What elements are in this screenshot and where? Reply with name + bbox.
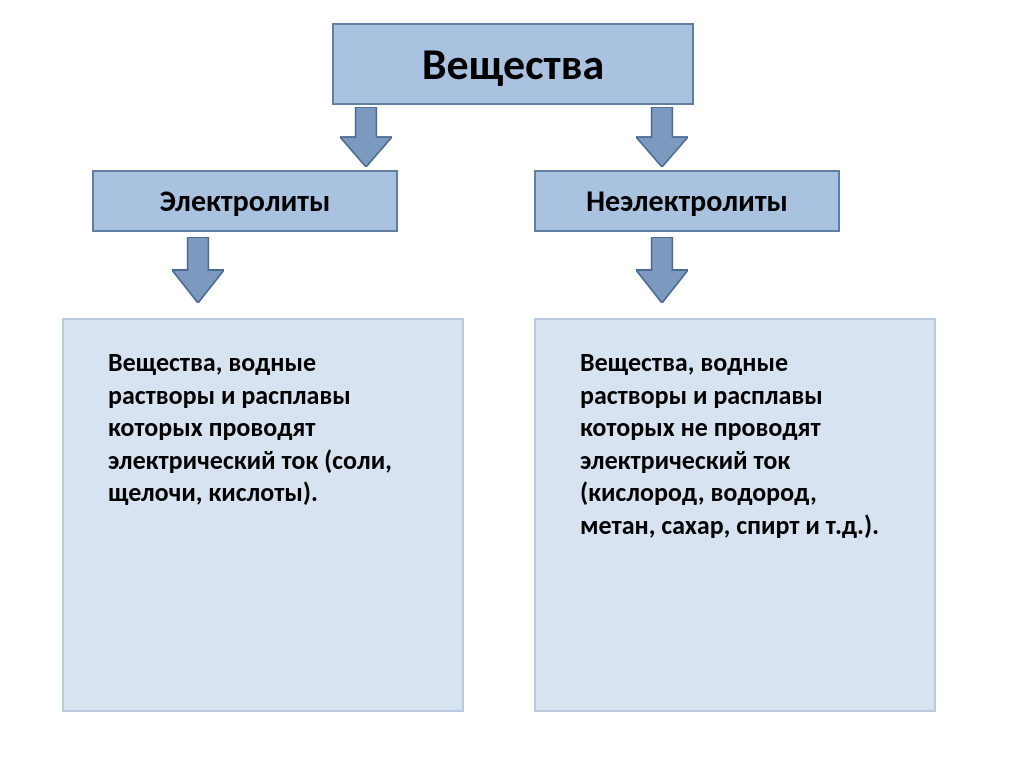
category-right-node: Неэлектролиты	[534, 170, 840, 232]
description-left-text: Вещества, водные растворы и расплавы кот…	[108, 346, 418, 509]
category-right-label: Неэлектролиты	[586, 183, 788, 220]
arrow-root-to-right-icon	[636, 107, 688, 167]
arrow-left-to-desc-icon	[172, 237, 224, 303]
arrow-right-to-desc-icon	[636, 237, 688, 303]
description-right-box: Вещества, водные растворы и расплавы кот…	[534, 318, 936, 712]
root-node: Вещества	[332, 23, 694, 105]
description-right-text: Вещества, водные растворы и расплавы кот…	[580, 346, 890, 541]
category-left-label: Электролиты	[160, 183, 331, 220]
root-label: Вещества	[422, 37, 604, 91]
arrow-root-to-left-icon	[340, 107, 392, 167]
category-left-node: Электролиты	[92, 170, 398, 232]
description-left-box: Вещества, водные растворы и расплавы кот…	[62, 318, 464, 712]
